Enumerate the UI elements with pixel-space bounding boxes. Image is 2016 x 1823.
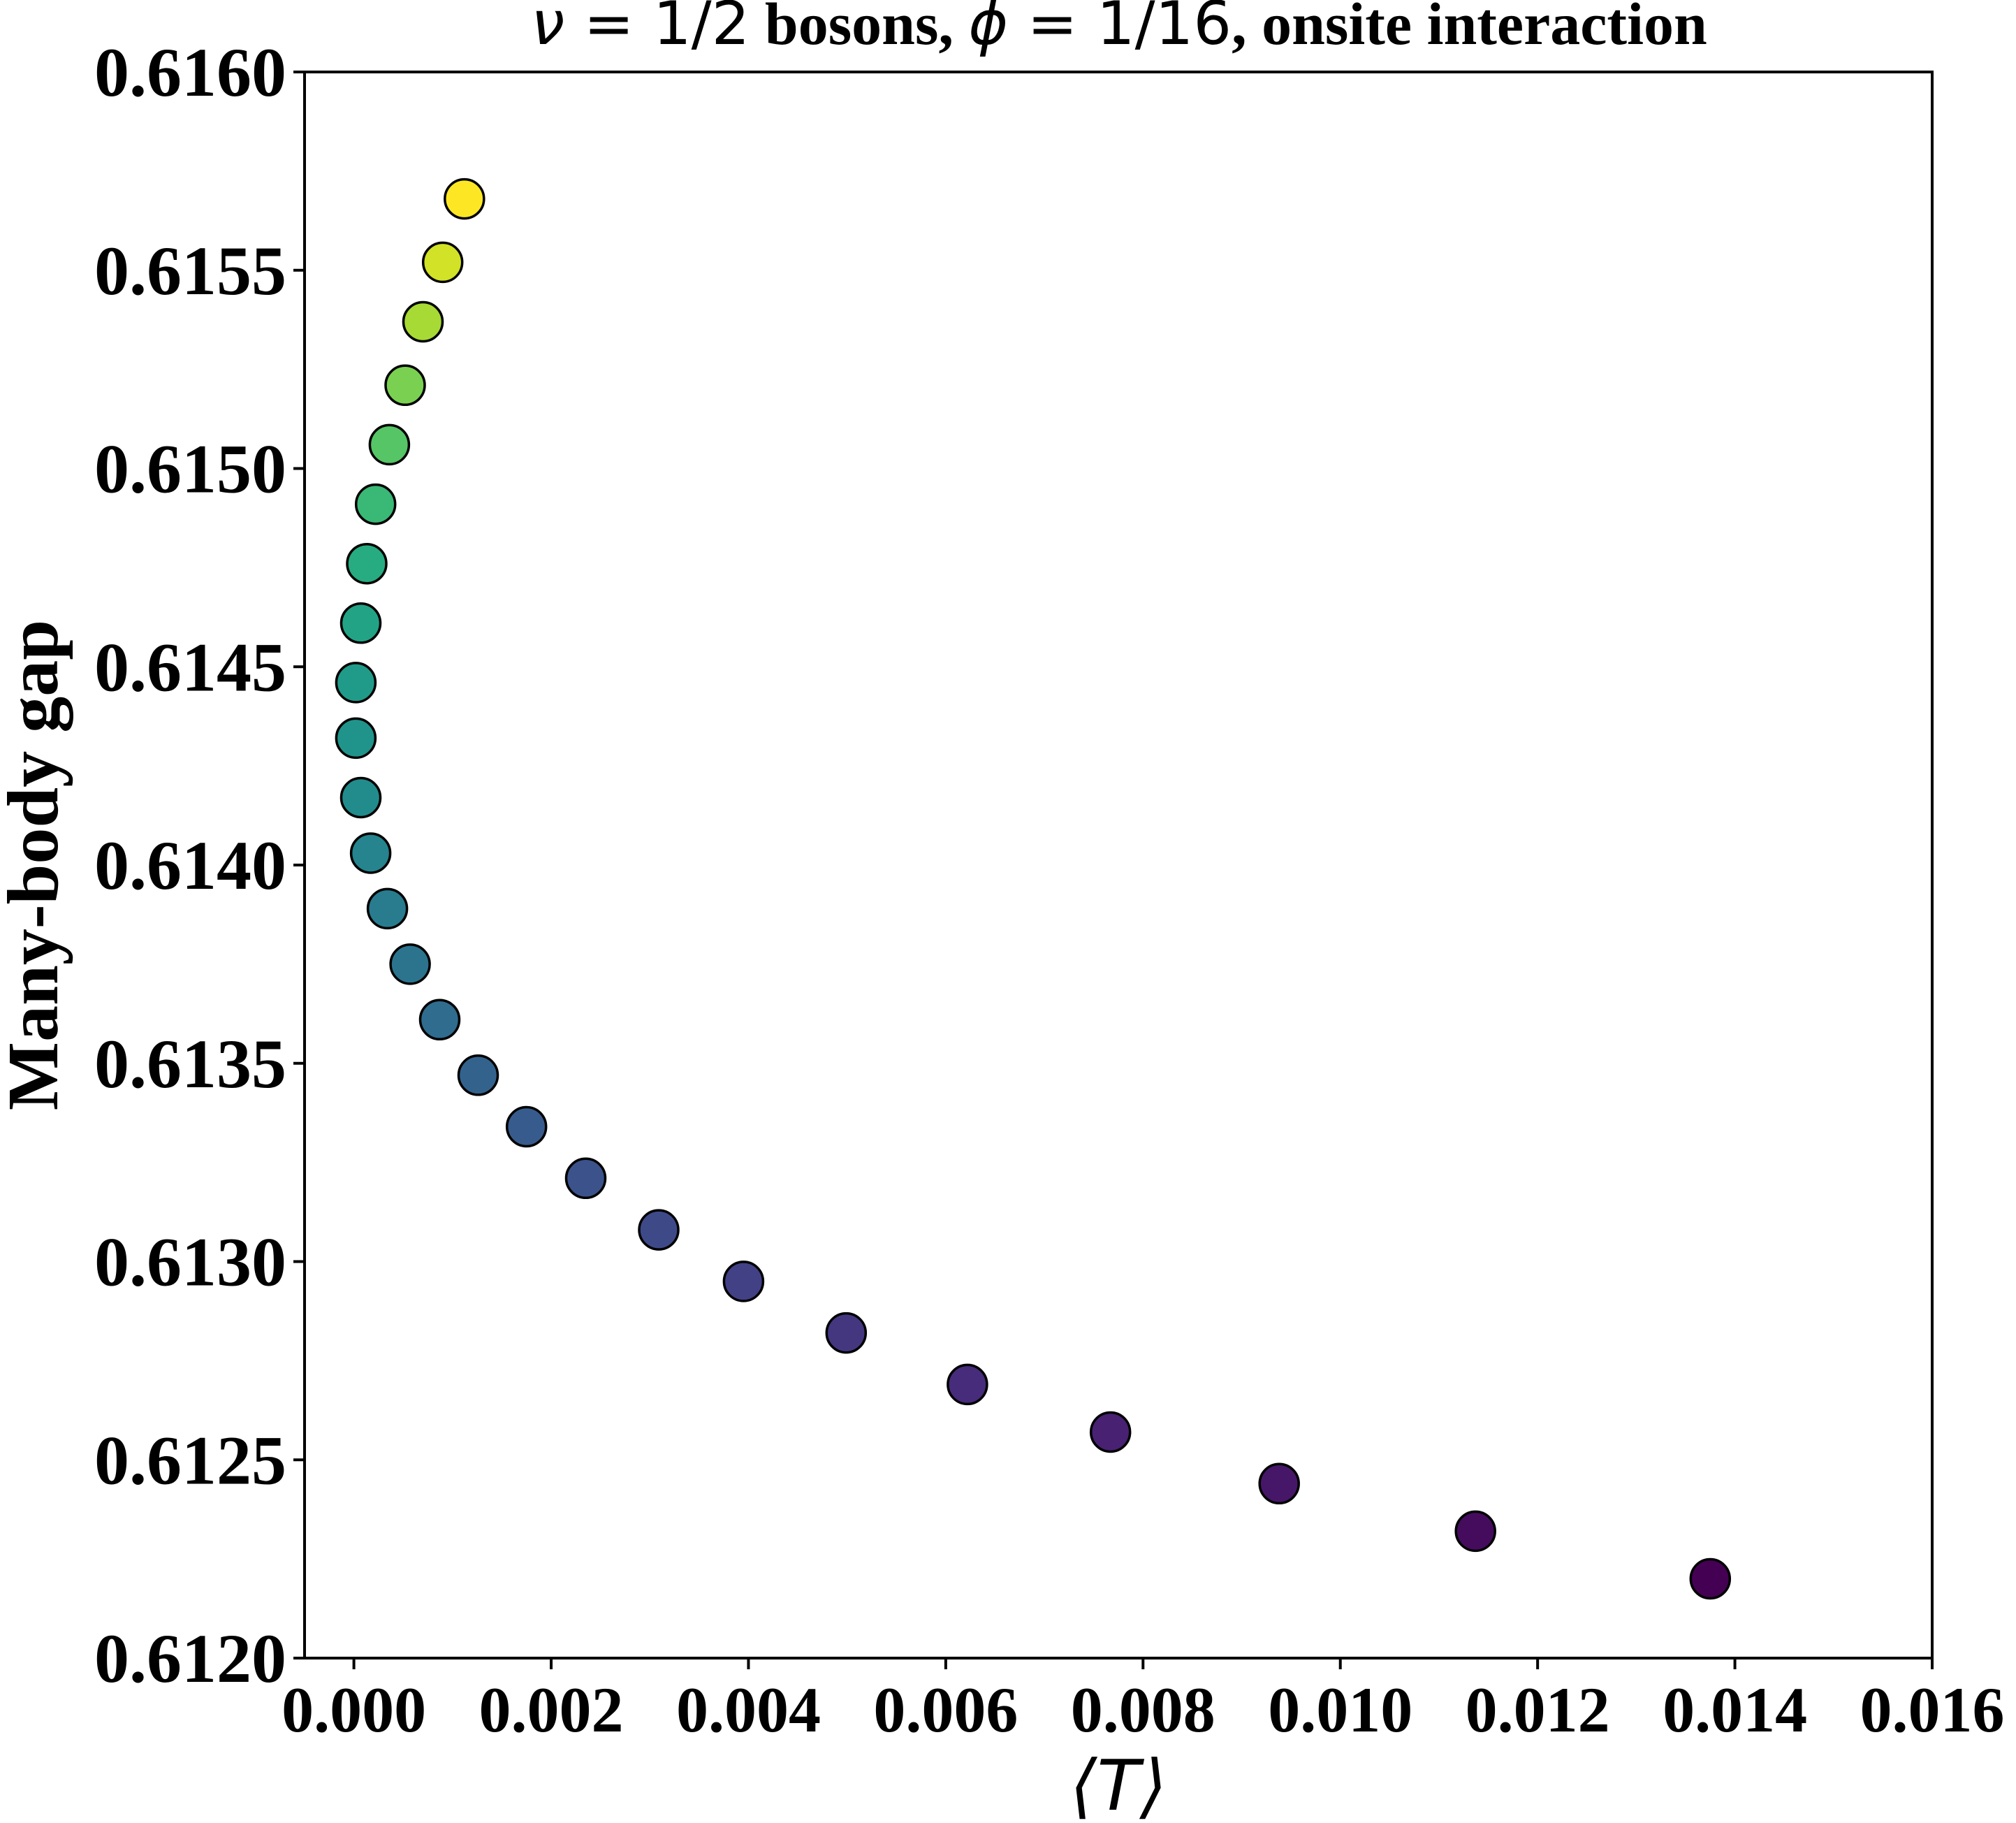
x-tick-label: 0.004 [676,1674,821,1745]
title-text-end: , onsite interaction [1232,0,1707,57]
title-phi-value: = 1/16 [1008,0,1232,59]
data-point [457,1054,499,1096]
data-point [389,943,431,985]
y-axis-label: Many-body gap [0,620,73,1110]
data-point [354,483,397,525]
title-nu-value: = 1/2 [564,0,750,59]
data-points [335,177,1732,1600]
data-point [339,776,382,819]
data-point [505,1105,548,1148]
data-point [346,542,388,585]
data-point [418,998,461,1041]
x-tick-label: 0.006 [873,1674,1018,1745]
data-point [722,1261,765,1302]
y-tick-label: 0.6130 [94,1223,286,1301]
x-tick-label: 0.012 [1466,1674,1610,1745]
data-point [1689,1557,1732,1600]
y-tick-label: 0.6125 [94,1421,286,1499]
x-tick-label: 0.002 [479,1674,624,1745]
y-tick-label: 0.6120 [94,1620,286,1697]
data-point [339,602,382,644]
y-tick-label: 0.6155 [94,232,286,310]
y-tick-label: 0.6140 [94,827,286,904]
y-tick-label: 0.6160 [94,34,286,111]
data-point [349,832,392,874]
y-tick-label: 0.6135 [94,1025,286,1103]
title-text-middle: bosons, [750,0,968,57]
data-point [421,241,464,284]
chart-title: ν = 1/2 bosons, ϕ = 1/16, onsite interac… [531,0,1707,59]
y-tick-label: 0.6150 [94,430,286,508]
x-axis-ticks: 0.000 0.002 0.004 0.006 0.008 0.010 0.012 0.014… [282,1658,2005,1745]
data-point [335,717,377,760]
data-point [638,1209,680,1251]
x-tick-label: 0.010 [1268,1674,1412,1745]
data-point [444,177,485,220]
data-point [368,423,411,466]
data-point [384,364,426,407]
data-point [402,300,444,343]
x-axis-label: ⟨T⟩ [1069,1745,1167,1823]
data-point [335,662,377,704]
data-point [825,1312,868,1354]
y-tick-label: 0.6145 [94,628,286,706]
data-point [564,1157,607,1200]
title-nu-symbol: ν [531,0,564,59]
x-tick-label: 0.014 [1663,1674,1807,1745]
data-point [1089,1411,1132,1453]
data-point [1454,1510,1496,1553]
x-tick-label: 0.000 [282,1674,426,1745]
x-tick-label: 0.016 [1860,1674,2005,1745]
y-axis-ticks: 0.6120 0.6125 0.6130 0.6135 0.6140 0.6145 0.61… [94,34,305,1697]
data-point [947,1363,988,1406]
title-phi-symbol: ϕ [968,0,1008,59]
x-tick-label: 0.008 [1071,1674,1215,1745]
data-point [1258,1462,1300,1505]
data-point [366,887,409,930]
